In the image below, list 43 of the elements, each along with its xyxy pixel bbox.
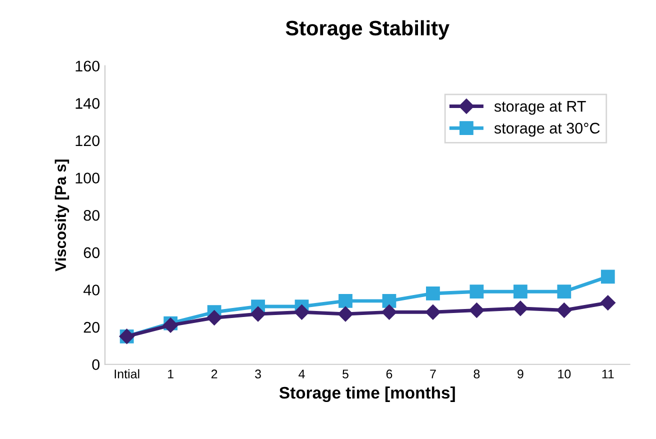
y-tick-label: 40 (83, 284, 100, 296)
x-tick-label: 10 (558, 370, 571, 378)
point (426, 286, 440, 300)
x-tick-label: 11 (602, 370, 614, 378)
x-tick-label: 5 (342, 370, 348, 378)
y-tick-label: 20 (84, 322, 100, 333)
x-tick-label: Intial (114, 369, 140, 378)
y-axis-title: Viscosity [Pa s] (54, 160, 70, 272)
point (512, 300, 528, 316)
x-tick-label: 7 (430, 370, 436, 378)
point (294, 304, 310, 320)
point (382, 294, 396, 308)
x-axis-title: Storage time [months] (279, 386, 455, 402)
y-tick-label: 60 (84, 247, 100, 258)
point (338, 294, 352, 308)
chart-title: Storage Stability (286, 20, 450, 40)
point (557, 284, 572, 299)
legend-label: storage at RT (494, 101, 586, 115)
point (556, 302, 572, 318)
x-tick-label: 9 (518, 370, 524, 378)
point (600, 270, 615, 284)
x-tick-label: 2 (211, 370, 218, 378)
point (600, 295, 616, 310)
point (425, 304, 441, 320)
y-tick-label: 140 (76, 98, 100, 109)
point (470, 284, 484, 299)
point (469, 302, 484, 318)
y-tick-label: 100 (76, 172, 100, 184)
y-tick-label: 120 (76, 135, 100, 146)
x-tick-label: 1 (168, 370, 174, 378)
point (206, 310, 222, 326)
point (513, 284, 528, 299)
y-tick-label: 160 (76, 60, 100, 72)
x-tick-label: 3 (255, 370, 261, 378)
legend-label: storage at 30°C (494, 122, 600, 137)
point (382, 304, 397, 320)
point (250, 306, 266, 322)
y-tick-label: 80 (84, 210, 100, 221)
y-tick-label: 0 (92, 359, 100, 370)
x-tick-label: 4 (298, 370, 305, 378)
x-tick-label: 6 (386, 370, 392, 378)
point (338, 306, 354, 322)
x-tick-label: 8 (474, 370, 480, 378)
